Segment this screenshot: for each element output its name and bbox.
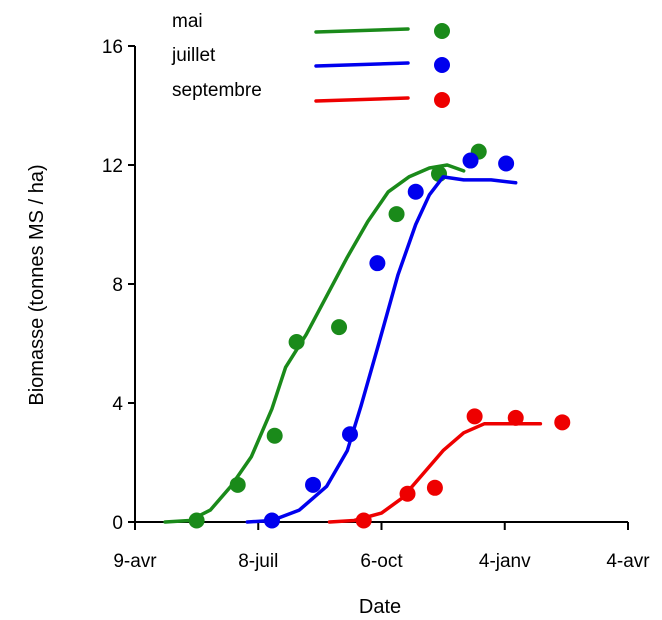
y-tick-label: 0 <box>112 513 123 534</box>
x-tick-label: 4-janv <box>479 551 531 572</box>
x-tick-label: 9-avr <box>113 551 157 572</box>
y-tick-label: 8 <box>112 275 123 296</box>
x-axis: 9-avr 8-juil 6-oct 4-janv 4-avr <box>113 521 650 572</box>
legend-label-mai: mai <box>172 11 203 32</box>
legend-marker-septembre <box>434 92 450 108</box>
legend: mai juillet septembre <box>171 11 450 108</box>
data-point-juillet <box>342 426 359 443</box>
legend-line-juillet <box>314 61 410 68</box>
data-point-juillet <box>369 255 386 272</box>
data-point-septembre <box>426 479 443 496</box>
legend-marker-juillet <box>434 57 450 73</box>
y-tick-label: 12 <box>102 156 123 177</box>
y-tick-label: 4 <box>112 394 123 415</box>
legend-line-septembre <box>314 96 410 103</box>
data-point-septembre <box>554 414 571 431</box>
legend-line-mai <box>314 27 410 34</box>
legend-label-juillet: juillet <box>171 45 216 66</box>
data-point-juillet <box>462 152 479 169</box>
x-tick-label: 4-avr <box>606 551 650 572</box>
data-point-juillet <box>407 183 424 200</box>
series-line-juillet <box>245 175 518 524</box>
data-point-septembre <box>466 408 483 425</box>
series-line-mai <box>163 163 466 524</box>
legend-marker-mai <box>434 23 450 39</box>
data-point-mai <box>229 476 246 493</box>
data-point-mai <box>331 319 348 336</box>
series-line-septembre <box>327 422 543 524</box>
data-point-juillet <box>498 155 515 172</box>
data-point-juillet <box>263 512 280 529</box>
data-point-mai <box>266 427 283 444</box>
x-tick-label: 8-juil <box>238 551 278 572</box>
data-point-septembre <box>507 409 524 426</box>
data-point-mai <box>288 334 305 351</box>
data-point-mai <box>188 512 205 529</box>
y-axis-label: Biomasse (tonnes MS / ha) <box>26 164 48 405</box>
data-point-septembre <box>355 512 372 529</box>
x-axis-label: Date <box>359 596 401 618</box>
data-point-mai <box>388 206 405 223</box>
data-point-septembre <box>399 485 416 502</box>
y-axis: 0 4 8 12 16 <box>102 37 136 534</box>
y-tick-label: 16 <box>102 37 123 58</box>
series-layer <box>163 143 571 529</box>
legend-label-septembre: septembre <box>172 80 262 101</box>
data-point-juillet <box>305 476 322 493</box>
x-tick-label: 6-oct <box>360 551 403 572</box>
